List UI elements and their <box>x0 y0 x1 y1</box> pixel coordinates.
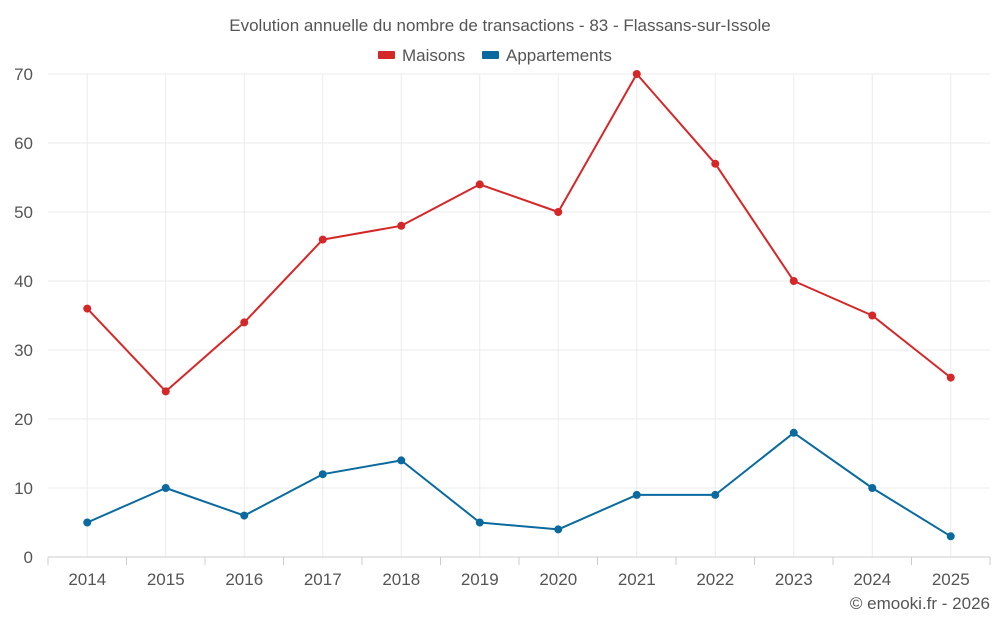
data-point-maisons[interactable] <box>789 277 798 285</box>
data-point-appartements[interactable] <box>475 518 484 527</box>
data-point-maisons[interactable] <box>397 221 406 230</box>
data-point-maisons[interactable] <box>161 387 170 396</box>
legend-swatch-appartements <box>482 51 499 59</box>
data-point-appartements[interactable] <box>711 490 720 499</box>
y-tick-label: 0 <box>24 548 33 567</box>
series-appartements <box>83 428 955 541</box>
legend-label-maisons: Maisons <box>402 46 465 65</box>
data-point-appartements[interactable] <box>789 428 798 437</box>
data-point-appartements[interactable] <box>554 525 563 534</box>
series <box>83 70 955 541</box>
y-tick-label: 50 <box>14 203 33 222</box>
data-point-maisons[interactable] <box>868 311 877 320</box>
data-point-appartements[interactable] <box>240 511 249 520</box>
x-tick-label: 2022 <box>696 570 734 589</box>
data-point-maisons[interactable] <box>83 304 92 313</box>
data-point-maisons[interactable] <box>318 235 327 244</box>
legend-label-appartements: Appartements <box>506 46 612 65</box>
x-tick-label: 2016 <box>225 570 263 589</box>
data-point-appartements[interactable] <box>83 518 92 527</box>
x-tick-label: 2021 <box>618 570 656 589</box>
x-tick-label: 2015 <box>147 570 185 589</box>
y-tick-label: 60 <box>14 134 33 153</box>
data-point-appartements[interactable] <box>318 470 327 479</box>
data-point-maisons[interactable] <box>475 180 484 189</box>
legend-item-appartements[interactable]: Appartements <box>482 46 612 65</box>
series-maisons <box>83 70 955 396</box>
y-tick-label: 10 <box>14 479 33 498</box>
data-point-appartements[interactable] <box>868 484 877 492</box>
data-point-appartements[interactable] <box>946 532 955 541</box>
y-tick-label: 30 <box>14 341 33 360</box>
x-tick-label: 2019 <box>461 570 499 589</box>
x-tick-label: 2025 <box>932 570 970 589</box>
data-point-maisons[interactable] <box>946 373 955 382</box>
x-tick-label: 2014 <box>68 570 106 589</box>
data-point-maisons[interactable] <box>711 159 720 168</box>
data-point-maisons[interactable] <box>632 70 641 78</box>
data-point-maisons[interactable] <box>240 318 249 327</box>
data-point-appartements[interactable] <box>161 484 170 492</box>
data-point-appartements[interactable] <box>397 456 406 465</box>
legend-swatch-maisons <box>378 51 395 59</box>
y-tick-label: 40 <box>14 272 33 291</box>
x-tick-label: 2024 <box>853 570 891 589</box>
data-point-maisons[interactable] <box>554 208 563 216</box>
data-point-appartements[interactable] <box>632 490 641 499</box>
x-tick-label: 2020 <box>539 570 577 589</box>
credit-text: © emooki.fr - 2026 <box>850 594 990 613</box>
legend: Maisons Appartements <box>378 46 612 65</box>
chart-title: Evolution annuelle du nombre de transact… <box>229 16 770 35</box>
legend-item-maisons[interactable]: Maisons <box>378 46 465 65</box>
y-tick-label: 20 <box>14 410 33 429</box>
grid <box>48 73 990 557</box>
x-tick-label: 2023 <box>775 570 813 589</box>
x-axis: 2014 2015 2016 2017 2018 2019 2020 2021 2022 2023… <box>47 556 991 589</box>
series-line-maisons <box>86 73 952 393</box>
x-tick-label: 2018 <box>382 570 420 589</box>
y-axis: 0 10 20 30 40 50 60 70 <box>14 65 33 567</box>
y-tick-label: 70 <box>14 65 33 84</box>
series-line-appartements <box>86 431 952 538</box>
x-tick-label: 2017 <box>304 570 342 589</box>
